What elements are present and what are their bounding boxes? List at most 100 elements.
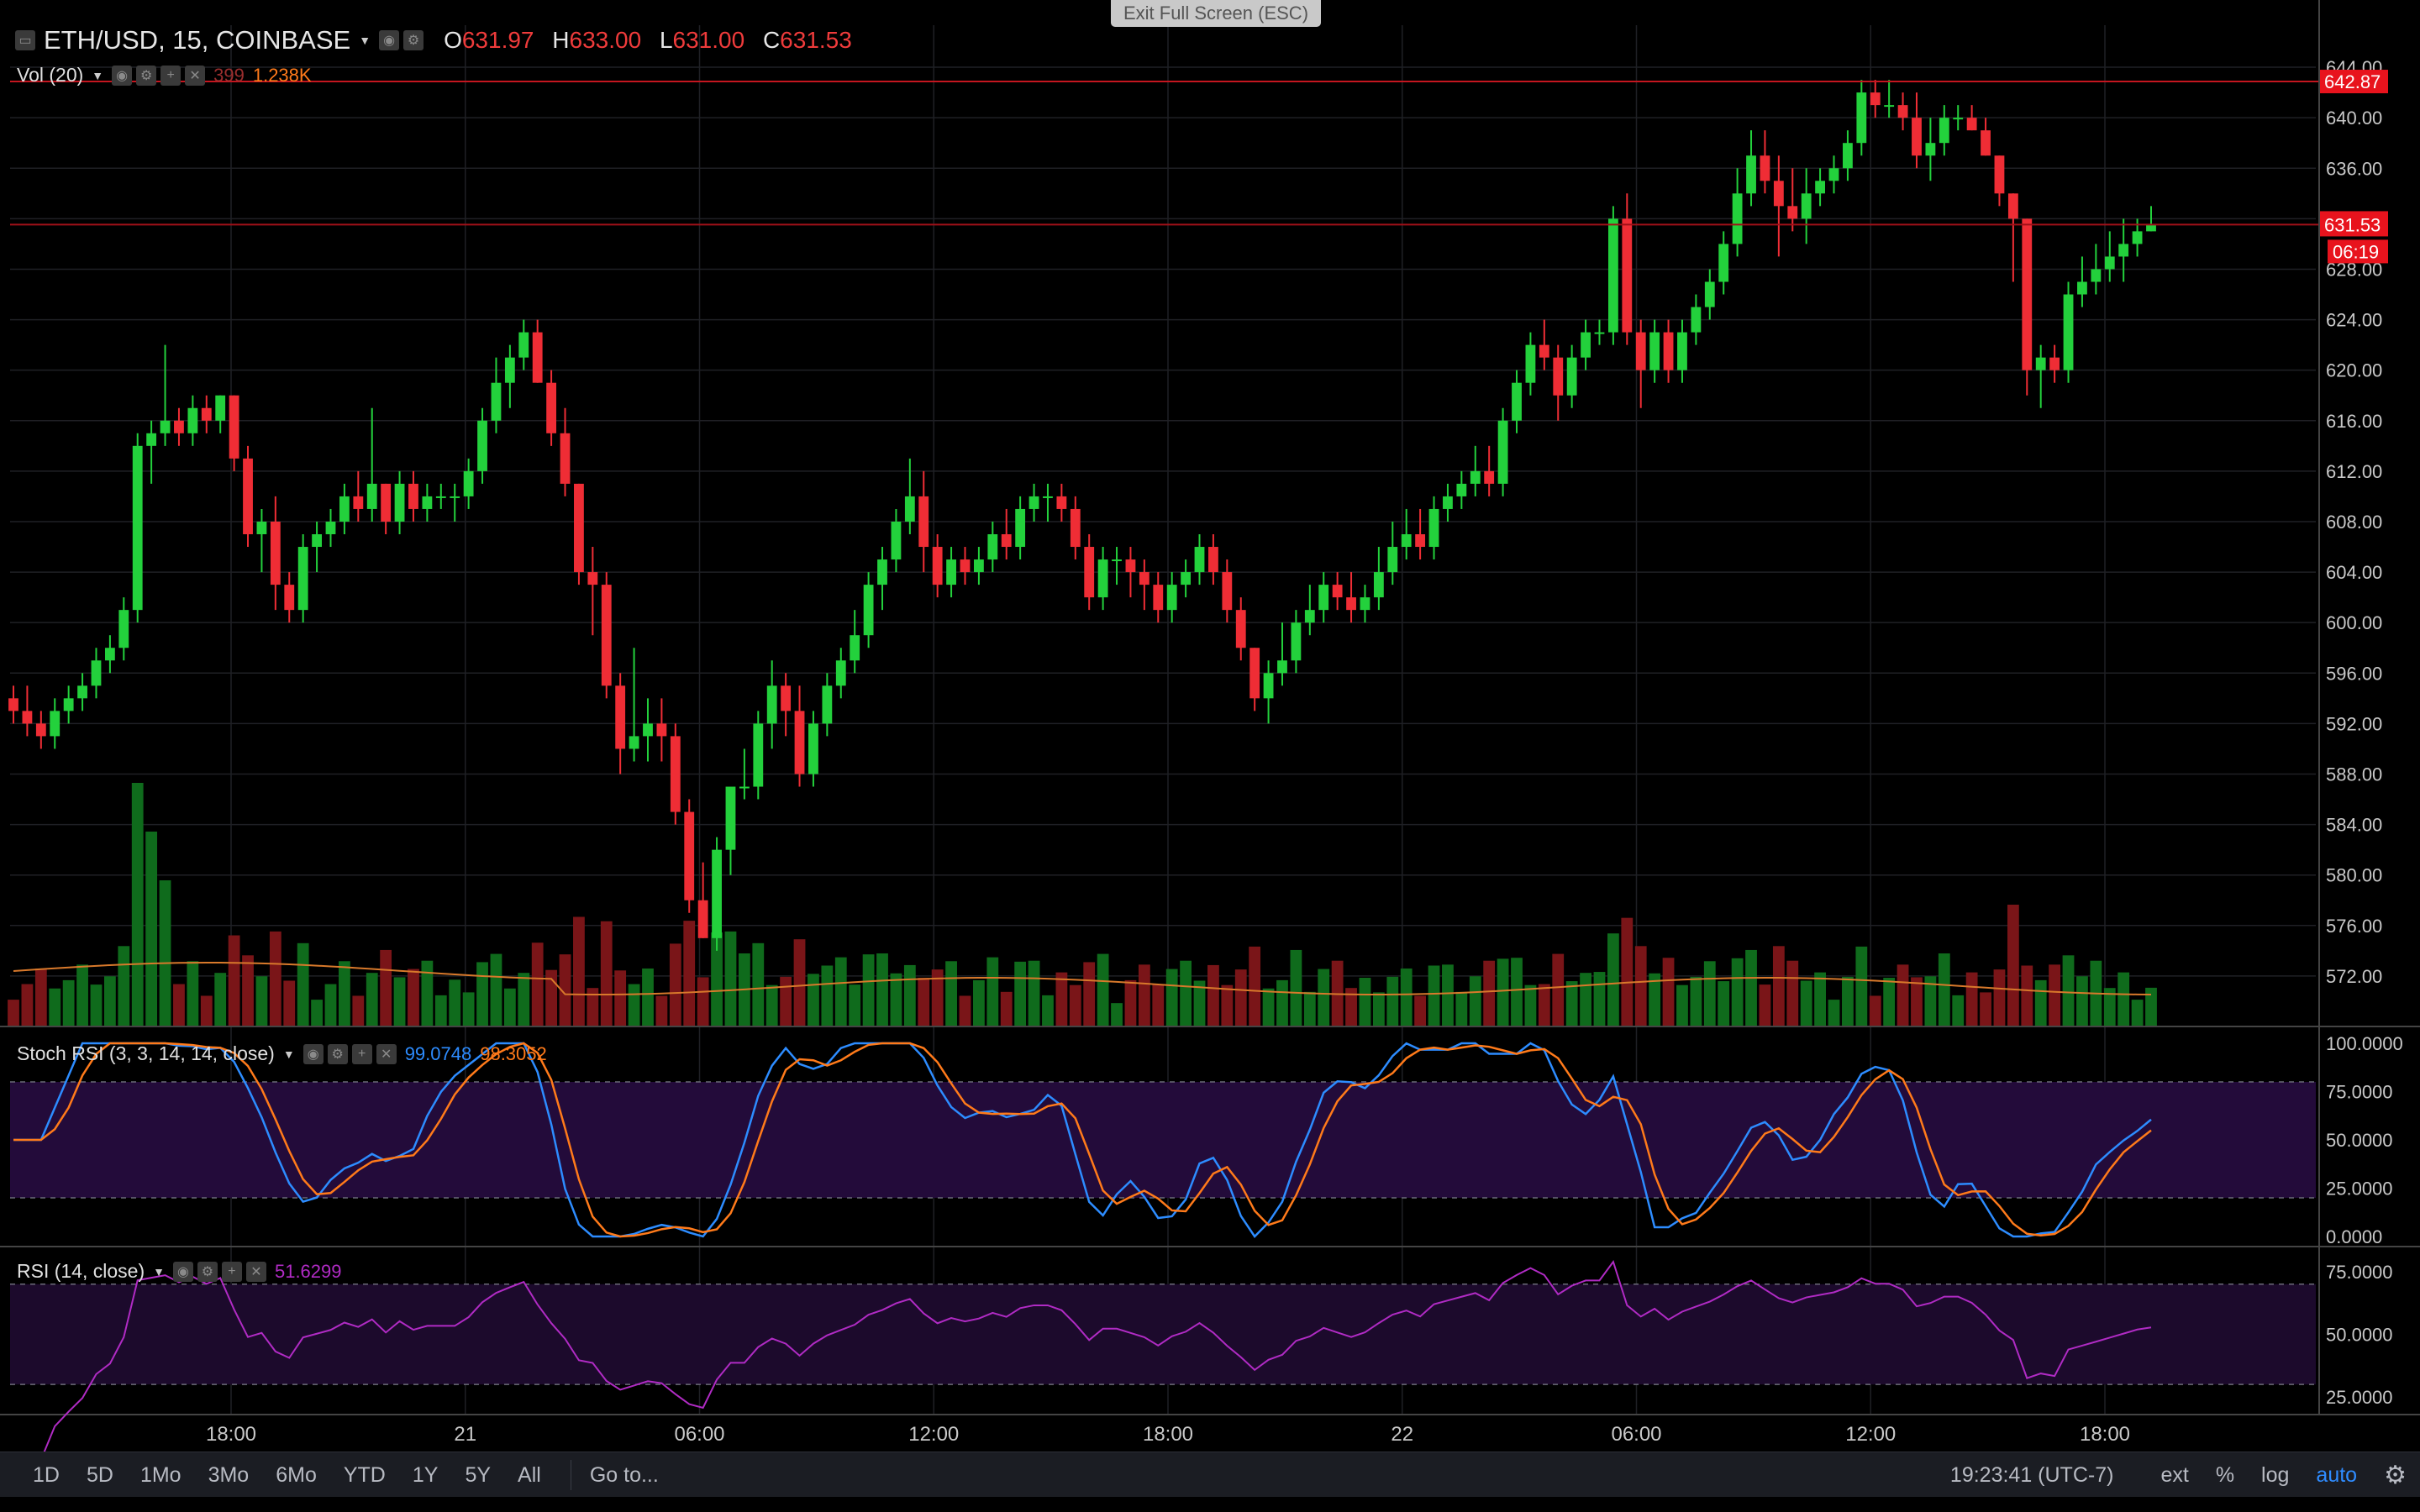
stoch-rsi-dropdown-icon[interactable]: ▼ (282, 1047, 295, 1061)
log-toggle[interactable]: log (2261, 1462, 2290, 1487)
price-axis-label: 640.00 (2326, 108, 2382, 129)
candle-body (587, 572, 598, 585)
candle-body (1443, 496, 1453, 509)
close-icon[interactable]: ✕ (245, 1261, 266, 1282)
price-axis-label: 584.00 (2326, 815, 2382, 836)
settings-icon[interactable]: ⚙ (403, 30, 424, 50)
candle-body (1607, 218, 1618, 333)
rsi-tools[interactable]: ◉ ⚙ + ✕ (172, 1261, 266, 1282)
chart-background (0, 0, 2420, 1452)
volume-bar (1000, 991, 1013, 1026)
volume-bar (1980, 992, 1991, 1026)
range-1y[interactable]: 1Y (412, 1462, 439, 1487)
exit-fullscreen-button[interactable]: Exit Full Screen (ESC) (1111, 0, 1321, 27)
volume-bar (2021, 965, 2033, 1026)
candle-body (1484, 470, 1495, 484)
add-icon[interactable]: + (160, 65, 182, 86)
range-1d[interactable]: 1D (33, 1462, 60, 1487)
volume-bar (1552, 953, 1565, 1026)
ext-toggle[interactable]: ext (2160, 1462, 2189, 1487)
volume-bar (1965, 972, 1978, 1026)
add-icon[interactable]: + (351, 1043, 372, 1064)
last-price-marker (2319, 211, 2388, 237)
volume-bar (1180, 960, 1192, 1026)
settings-icon[interactable]: ⚙ (197, 1261, 218, 1282)
time-axis-label: 18:00 (2080, 1423, 2130, 1446)
volume-bar (1786, 960, 1799, 1026)
volume-bar (945, 961, 957, 1026)
candle-body (2007, 193, 2018, 219)
eye-icon[interactable]: ◉ (379, 30, 400, 50)
percent-toggle[interactable]: % (2215, 1462, 2235, 1487)
candle-body (1304, 610, 1315, 623)
stoch-rsi-axis-label: 75.0000 (2326, 1082, 2393, 1103)
volume-bar (752, 942, 765, 1026)
close-icon[interactable]: ✕ (376, 1043, 397, 1064)
volume-bar (2062, 955, 2075, 1026)
volume-bar (1359, 978, 1371, 1026)
volume-bar (76, 964, 88, 1026)
range-all[interactable]: All (518, 1462, 541, 1487)
candle-body (1787, 206, 1798, 219)
eye-icon[interactable]: ◉ (172, 1261, 193, 1282)
candle-body (1249, 648, 1260, 699)
symbol-tools[interactable]: ◉ ⚙ (379, 30, 424, 50)
volume-bar (1276, 979, 1288, 1026)
volume-bar (62, 979, 75, 1026)
close-icon[interactable]: ✕ (185, 65, 206, 86)
stoch-rsi-tools[interactable]: ◉ ⚙ + ✕ (302, 1043, 397, 1064)
open-value: 631.97 (461, 27, 534, 53)
symbol-dropdown-icon[interactable]: ▼ (359, 34, 371, 47)
volume-bar (269, 931, 281, 1026)
gear-icon[interactable]: ⚙ (2384, 1461, 2407, 1489)
volume-bar (1124, 979, 1137, 1026)
range-5y[interactable]: 5Y (465, 1462, 492, 1487)
volume-bar (1055, 972, 1068, 1026)
volume-bar (1442, 964, 1454, 1026)
volume-bar (1318, 969, 1330, 1026)
candle-body (753, 723, 764, 787)
settings-icon[interactable]: ⚙ (327, 1043, 348, 1064)
volume-bar (697, 977, 709, 1026)
stoch-rsi-label[interactable]: Stoch RSI (3, 3, 14, 14, close) (17, 1042, 275, 1064)
candle-body (229, 395, 239, 459)
candle-body (684, 811, 695, 900)
volume-bar (1221, 984, 1234, 1026)
volume-bar (793, 939, 806, 1026)
rsi-axis-label: 25.0000 (2326, 1387, 2393, 1408)
eye-icon[interactable]: ◉ (112, 65, 133, 86)
price-axis-label: 620.00 (2326, 360, 2382, 381)
volume-dropdown-icon[interactable]: ▼ (92, 68, 104, 82)
rsi-dropdown-icon[interactable]: ▼ (153, 1264, 165, 1278)
rsi-label[interactable]: RSI (14, close) (17, 1260, 145, 1282)
volume-bar (1662, 958, 1675, 1026)
collapse-icon[interactable]: ▭ (15, 30, 35, 50)
range-5d[interactable]: 5D (86, 1462, 113, 1487)
volume-bar (1580, 973, 1591, 1026)
candle-body (739, 786, 750, 789)
candle-body (1318, 585, 1329, 611)
candle-body (1497, 420, 1508, 484)
time-axis-label: 06:00 (1611, 1423, 1661, 1446)
volume-bar (2007, 905, 2019, 1026)
add-icon[interactable]: + (221, 1261, 242, 1282)
volume-label[interactable]: Vol (20) (17, 64, 84, 86)
candle-body (491, 382, 502, 421)
symbol-title[interactable]: ETH/USD, 15, COINBASE (44, 25, 351, 55)
range-ytd[interactable]: YTD (343, 1462, 386, 1487)
range-3mo[interactable]: 3Mo (208, 1462, 250, 1487)
settings-icon[interactable]: ⚙ (136, 65, 157, 86)
volume-bar (2103, 988, 2116, 1026)
goto-button[interactable]: Go to... (589, 1462, 659, 1487)
candle-body (366, 483, 377, 509)
auto-toggle[interactable]: auto (2316, 1462, 2358, 1487)
range-1mo[interactable]: 1Mo (139, 1462, 182, 1487)
countdown-label: 06:19 (2333, 241, 2379, 262)
candle-body (215, 395, 226, 421)
range-6mo[interactable]: 6Mo (276, 1462, 317, 1487)
volume-bar (2034, 979, 2047, 1026)
eye-icon[interactable]: ◉ (302, 1043, 324, 1064)
volume-tools[interactable]: ◉ ⚙ + ✕ (112, 65, 206, 86)
volume-value: 399 (213, 64, 245, 86)
